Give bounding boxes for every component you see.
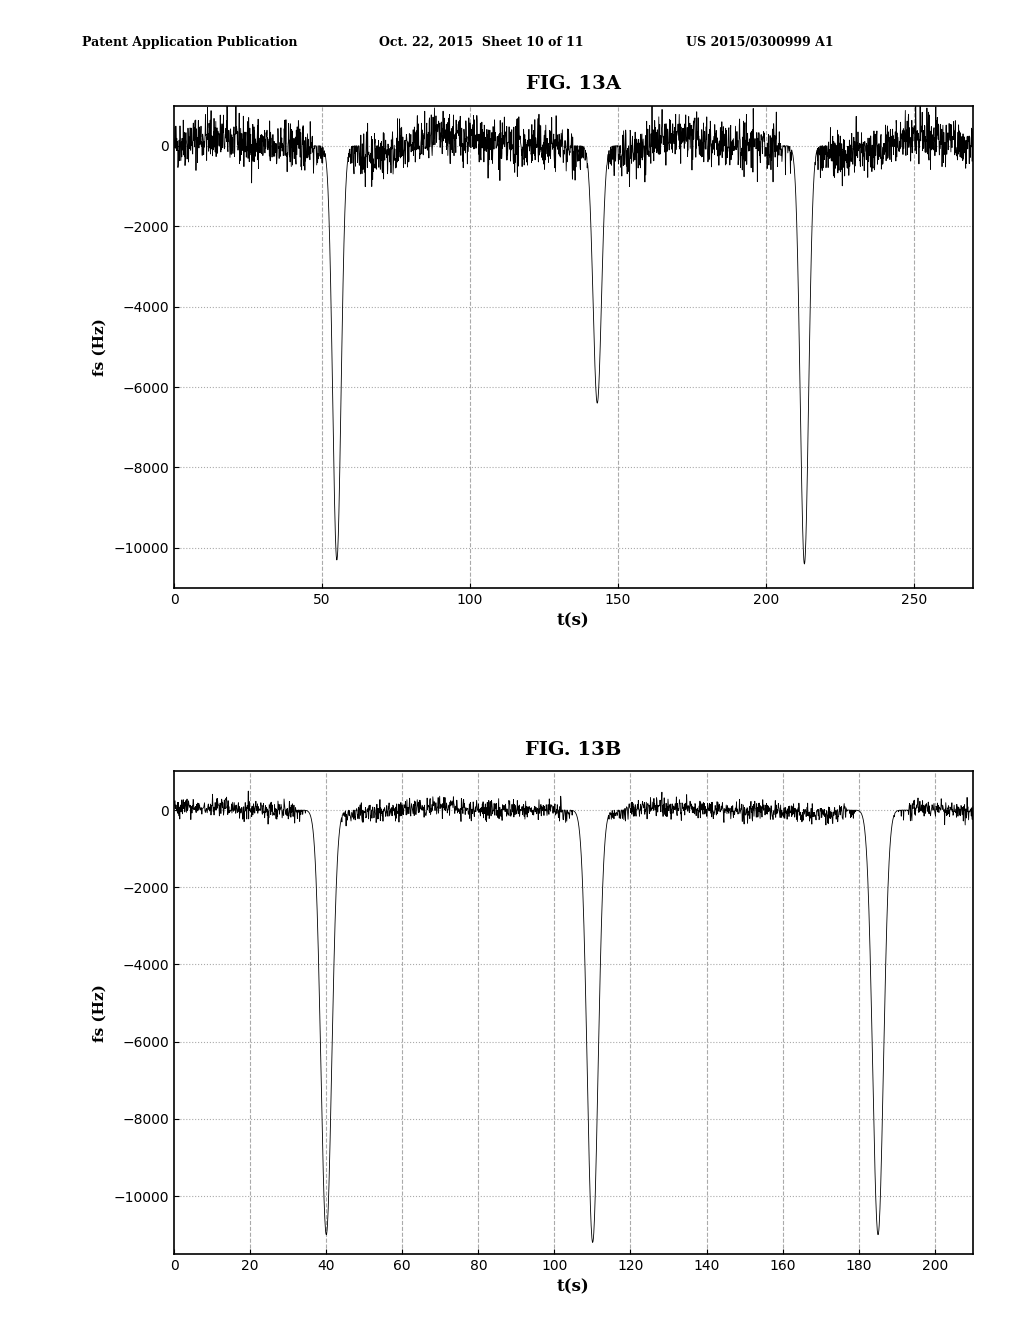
Title: FIG. 13B: FIG. 13B [525, 741, 622, 759]
Title: FIG. 13A: FIG. 13A [526, 75, 621, 92]
Y-axis label: fs (Hz): fs (Hz) [93, 318, 106, 376]
Text: US 2015/0300999 A1: US 2015/0300999 A1 [686, 36, 834, 49]
Text: Patent Application Publication: Patent Application Publication [82, 36, 297, 49]
Text: Oct. 22, 2015  Sheet 10 of 11: Oct. 22, 2015 Sheet 10 of 11 [379, 36, 584, 49]
X-axis label: t(s): t(s) [557, 612, 590, 630]
X-axis label: t(s): t(s) [557, 1278, 590, 1295]
Y-axis label: fs (Hz): fs (Hz) [93, 983, 106, 1041]
